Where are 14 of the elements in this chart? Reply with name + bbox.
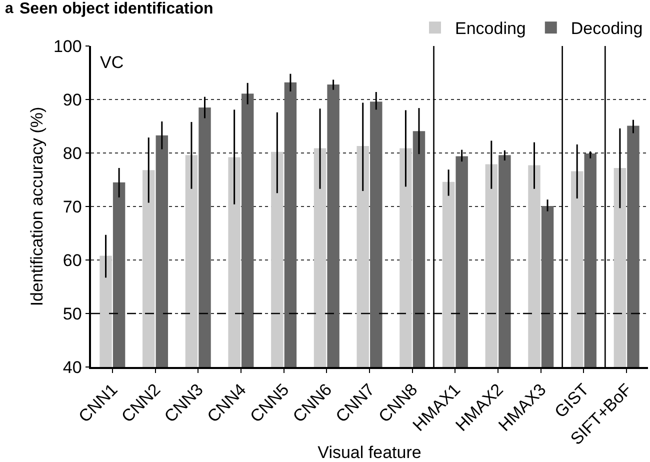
- chart-title: Seen object identification: [20, 0, 214, 18]
- y-tick-label: 80: [62, 144, 82, 163]
- x-axis-title: Visual feature: [318, 443, 422, 462]
- legend-label: Encoding: [455, 19, 526, 38]
- y-tick-label: 90: [62, 90, 82, 110]
- y-tick-label: 60: [62, 250, 82, 270]
- legend-label: Decoding: [570, 19, 643, 38]
- text: a: [5, 0, 14, 17]
- y-tick-label: 70: [62, 197, 82, 216]
- annotation: VC: [100, 53, 124, 72]
- y-axis-title: Identification accuracy (%): [28, 106, 47, 306]
- y-tick-label: 40: [62, 358, 82, 377]
- y-tick-label: 50: [62, 304, 82, 324]
- y-tick-label: 100: [53, 36, 82, 56]
